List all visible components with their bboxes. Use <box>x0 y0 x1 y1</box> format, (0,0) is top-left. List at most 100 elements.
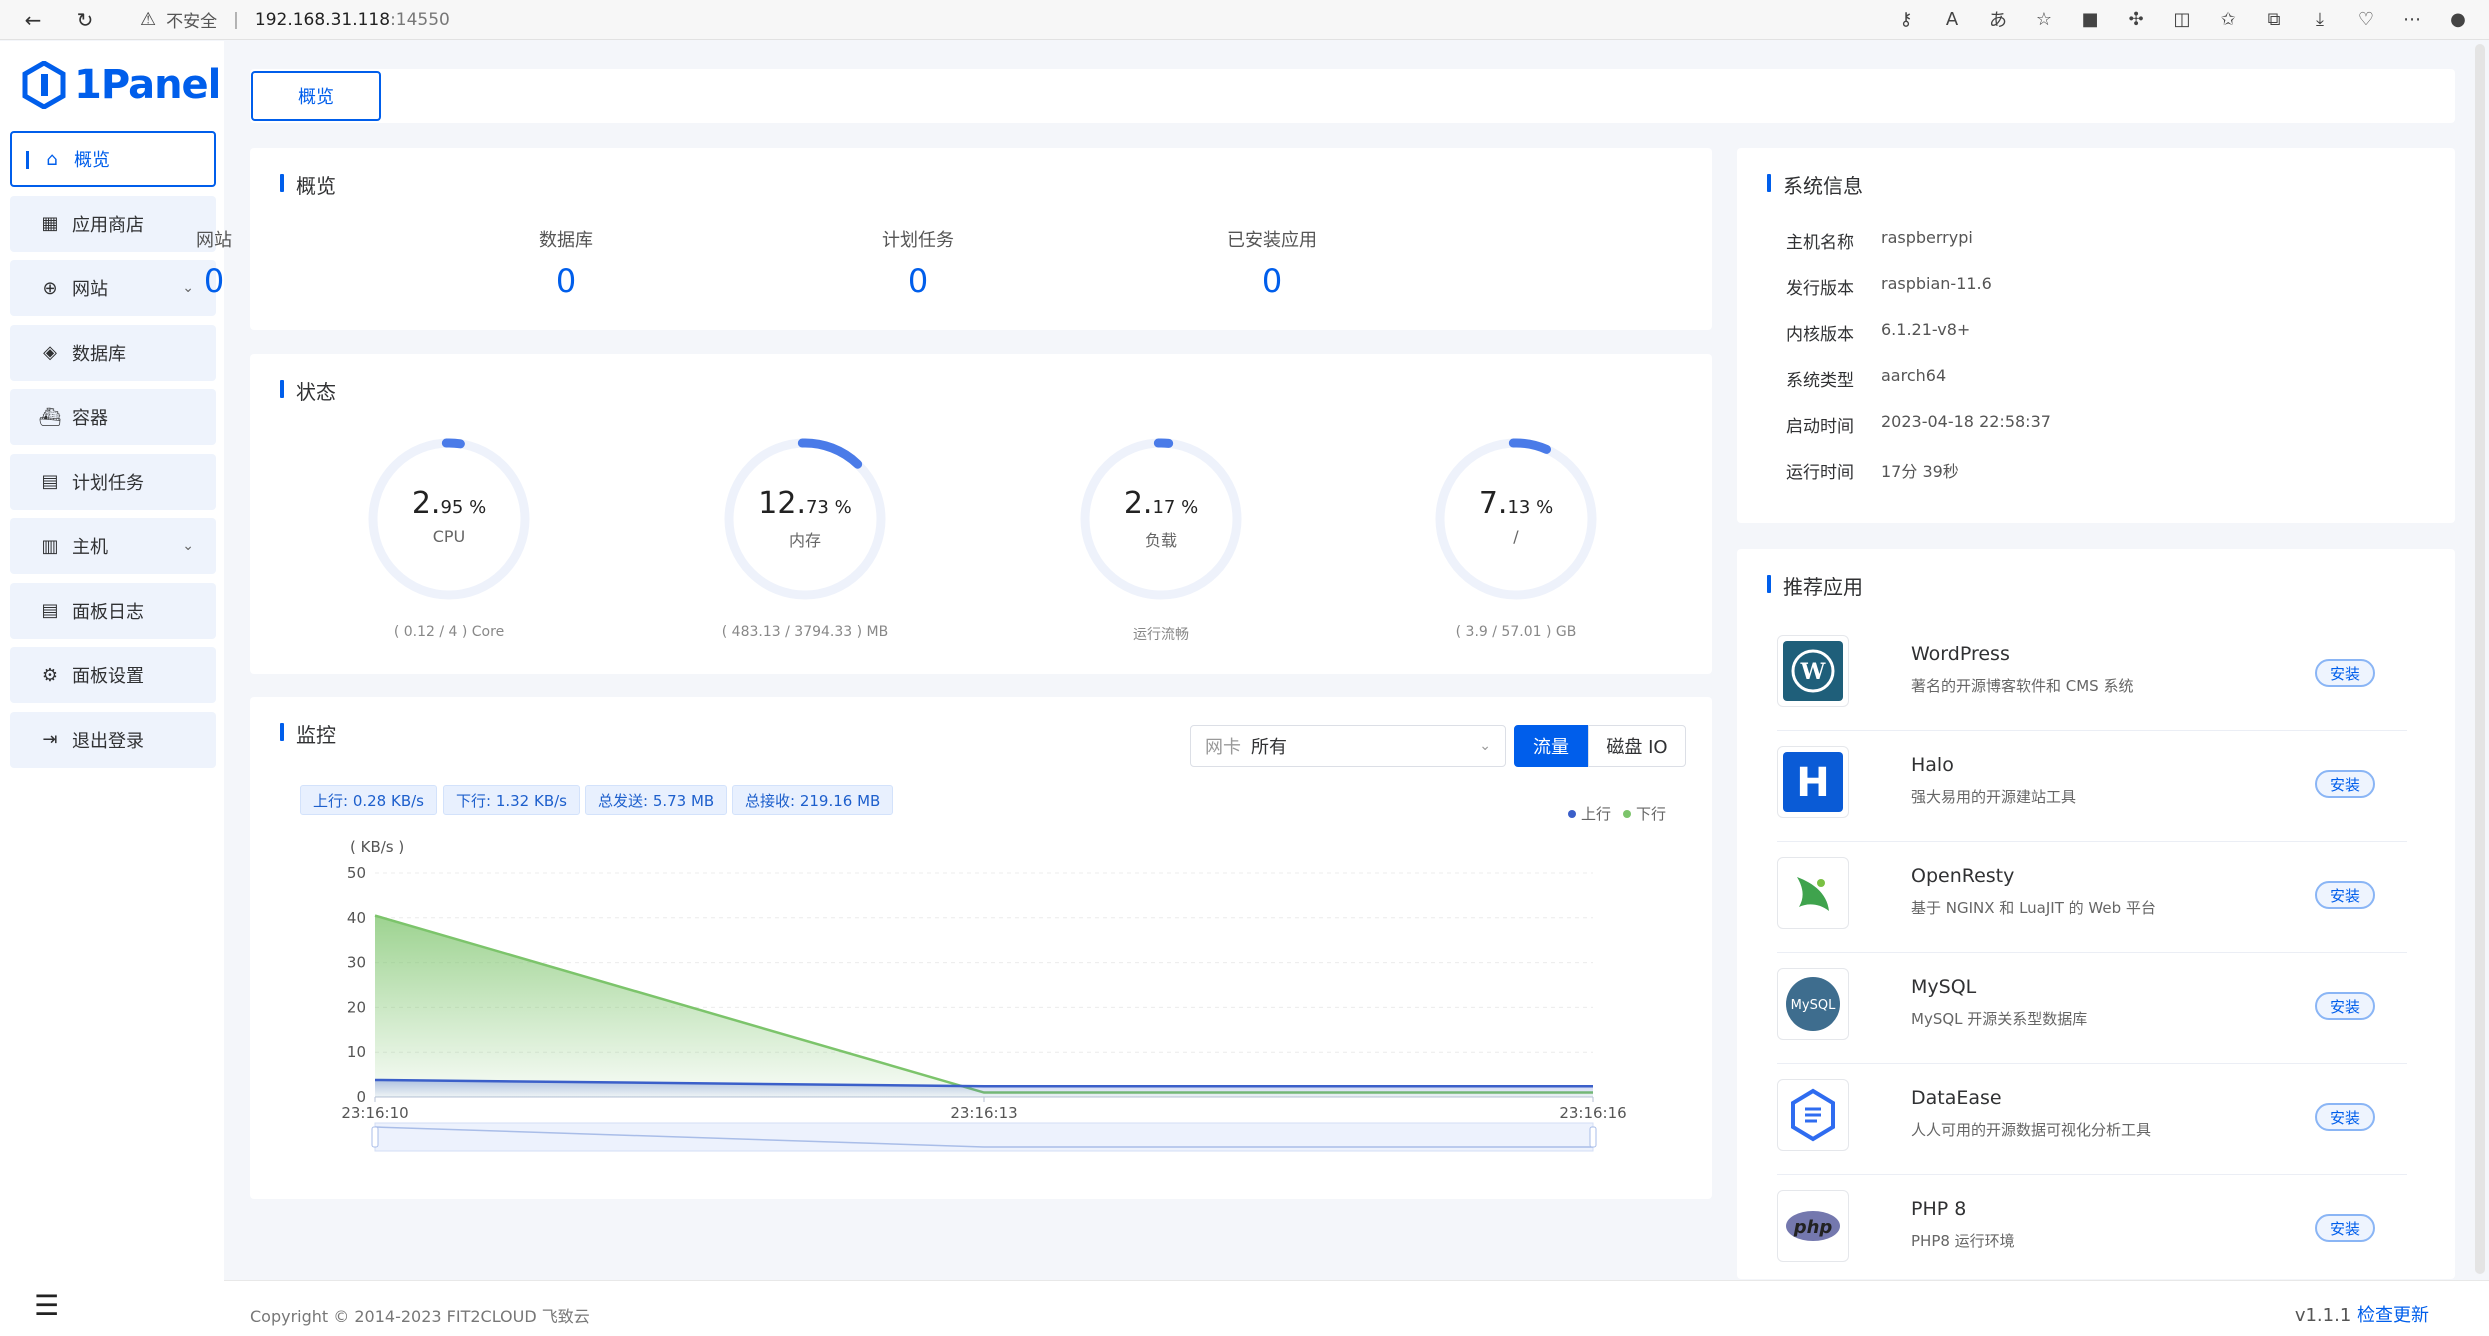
back-icon[interactable]: ← <box>24 7 42 32</box>
php-icon: php <box>1777 1190 1849 1262</box>
sidebar-item-label: 网站 <box>72 279 108 300</box>
heart-icon[interactable]: ♡ <box>2357 8 2375 30</box>
overview-stat-label: 已安装应用 <box>1227 230 1317 251</box>
app-item[interactable]: MySQL MySQL MySQL 开源关系型数据库 安装 <box>1777 954 2407 1064</box>
sidebar-item-6[interactable]: ▥ 主机 ⌄ <box>10 518 216 574</box>
chart-legend: 上行 下行 <box>1568 803 1666 824</box>
check-update-link[interactable]: 检查更新 <box>2357 1305 2429 1326</box>
gauge-label: CPU <box>432 527 466 546</box>
favorites-icon[interactable]: ✩ <box>2220 8 2236 30</box>
read-aloud-icon[interactable]: A <box>1945 8 1959 30</box>
overview-stat[interactable]: 已安装应用 0 <box>1152 226 1392 300</box>
sidebar-item-3[interactable]: ◈ 数据库 <box>10 324 216 381</box>
legend-up-label: 上行 <box>1581 805 1612 823</box>
chevron-down-icon: ⌄ <box>1479 738 1491 754</box>
logo-hexagon-icon <box>22 61 66 109</box>
app-item[interactable]: H Halo 强大易用的开源建站工具 安装 <box>1777 732 2407 842</box>
install-button[interactable]: 安装 <box>2315 770 2375 798</box>
apps-title: 推荐应用 <box>1767 571 1863 600</box>
collections-icon[interactable]: ⧉ <box>2267 8 2281 30</box>
app-description: MySQL 开源关系型数据库 <box>1911 1010 2088 1028</box>
install-button[interactable]: 安装 <box>2315 881 2375 909</box>
app-description: 人人可用的开源数据可视化分析工具 <box>1911 1121 2152 1139</box>
sysinfo-key: 主机名称 <box>1786 233 1854 253</box>
browser-toolbar: ← ↻ ⚠ 不安全 | 192.168.31.118:14550 ⚷ A あ ☆… <box>0 0 2489 40</box>
address-bar[interactable]: ⚠ 不安全 | 192.168.31.118:14550 <box>140 7 450 32</box>
chart-y-tick-label: 30 <box>347 954 366 972</box>
sidebar-item-9[interactable]: ⇥ 退出登录 <box>10 711 216 768</box>
chart-y-tick-label: 10 <box>347 1043 366 1061</box>
sidebar-item-4[interactable]: ⛴ 容器 <box>10 389 216 445</box>
disk-io-button[interactable]: 磁盘 IO <box>1588 725 1686 767</box>
status-title: 状态 <box>280 376 336 405</box>
select-value: 所有 <box>1251 737 1287 758</box>
status-gauge: 2.95 % CPU ( 0.12 / 4 ) Core <box>329 434 569 640</box>
chart-zoom-preview-line <box>374 1126 1593 1148</box>
sidebar-item-label: 面板设置 <box>72 666 144 687</box>
sidebar-item-0[interactable]: ⌂ 概览 <box>10 131 216 187</box>
copyright: Copyright © 2014-2023 FIT2CLOUD 飞致云 <box>250 1307 590 1326</box>
app-description: 强大易用的开源建站工具 <box>1911 788 2077 806</box>
monitor-title: 监控 <box>280 719 336 748</box>
more-icon[interactable]: ⋯ <box>2403 8 2421 30</box>
traffic-button[interactable]: 流量 <box>1514 725 1588 767</box>
puzzle-icon[interactable]: ✣ <box>2128 8 2144 30</box>
openresty-icon <box>1777 857 1849 929</box>
chart-zoom-handle-left <box>371 1126 379 1148</box>
sidebar-item-label: 应用商店 <box>72 214 144 236</box>
system-info-card: 系统信息 主机名称 raspberrypi 发行版本 raspbian-11.6 内核版… <box>1737 148 2455 523</box>
home-icon: ⌂ <box>46 148 58 170</box>
collapse-menu-icon[interactable]: ☰ <box>34 1289 60 1322</box>
svg-text:MySQL: MySQL <box>1791 998 1836 1013</box>
gauge-ring <box>1080 438 1242 600</box>
sysinfo-value: raspberrypi <box>1881 228 1973 247</box>
sidebar-item-label: 计划任务 <box>72 472 144 494</box>
sidebar-item-5[interactable]: ▤ 计划任务 <box>10 453 216 510</box>
download-icon[interactable]: ⤓ <box>2316 8 2324 30</box>
network-card-select[interactable]: 网卡 所有 ⌄ <box>1190 725 1506 767</box>
favorite-add-icon[interactable]: ☆ <box>2035 8 2053 30</box>
select-prefix: 网卡 <box>1205 737 1241 758</box>
app-item[interactable]: OpenResty 基于 NGINX 和 LuaJIT 的 Web 平台 安装 <box>1777 843 2407 953</box>
app-logo[interactable]: 1Panel <box>22 61 221 109</box>
chart-y-tick-label: 20 <box>347 998 366 1016</box>
wordpress-icon: W <box>1777 635 1849 707</box>
legend-down-dot <box>1623 809 1632 818</box>
mysql-icon: MySQL <box>1777 968 1849 1040</box>
profile-icon[interactable]: ● <box>2450 8 2466 30</box>
gauge-label: / <box>1513 527 1519 546</box>
overview-stat-value: 0 <box>203 262 225 300</box>
install-button[interactable]: 安装 <box>2315 992 2375 1020</box>
status-gauge: 7.13 % / ( 3.9 / 57.01 ) GB <box>1396 434 1636 640</box>
chart-y-tick-label: 0 <box>356 1088 366 1106</box>
tab-overview[interactable]: 概览 <box>251 71 381 121</box>
page-scrollbar[interactable] <box>2475 44 2485 1274</box>
chevron-down-icon: ⌄ <box>182 280 194 296</box>
sysinfo-key: 系统类型 <box>1786 371 1854 391</box>
reload-icon[interactable]: ↻ <box>76 7 94 32</box>
key-icon[interactable]: ⚷ <box>1899 8 1913 30</box>
app-item[interactable]: DataEase 人人可用的开源数据可视化分析工具 安装 <box>1777 1065 2407 1175</box>
sidebar-item-2[interactable]: ⊕ 网站 ⌄ <box>10 260 216 316</box>
gauge-subtext: 运行流畅 <box>1133 627 1189 643</box>
app-item[interactable]: php PHP 8 PHP8 运行环境 安装 <box>1777 1176 2407 1279</box>
chart-y-tick-label: 50 <box>347 864 366 882</box>
split-screen-icon[interactable]: ◫ <box>2173 8 2191 30</box>
chart-x-tick-label: 23:16:13 <box>950 1104 1017 1122</box>
install-button[interactable]: 安装 <box>2315 1103 2375 1131</box>
app-description: PHP8 运行环境 <box>1911 1232 2015 1250</box>
overview-stat[interactable]: 网站 0 <box>94 226 334 300</box>
install-button[interactable]: 安装 <box>2315 659 2375 687</box>
overview-stat[interactable]: 数据库 0 <box>446 226 686 300</box>
sidebar-item-label: 数据库 <box>72 343 126 365</box>
logo-text: 1Panel <box>74 62 221 108</box>
translate-icon[interactable]: あ <box>1989 10 2007 31</box>
install-button[interactable]: 安装 <box>2315 1214 2375 1242</box>
extension-icon[interactable]: ■ <box>2081 8 2099 30</box>
sidebar-item-1[interactable]: ▦ 应用商店 <box>10 195 216 252</box>
sidebar-item-8[interactable]: ⚙ 面板设置 <box>10 647 216 703</box>
overview-stat[interactable]: 计划任务 0 <box>798 226 1038 300</box>
sidebar-item-7[interactable]: ▤ 面板日志 <box>10 582 216 639</box>
sysinfo-key: 发行版本 <box>1786 279 1854 299</box>
app-item[interactable]: W WordPress 著名的开源博客软件和 CMS 系统 安装 <box>1777 621 2407 731</box>
